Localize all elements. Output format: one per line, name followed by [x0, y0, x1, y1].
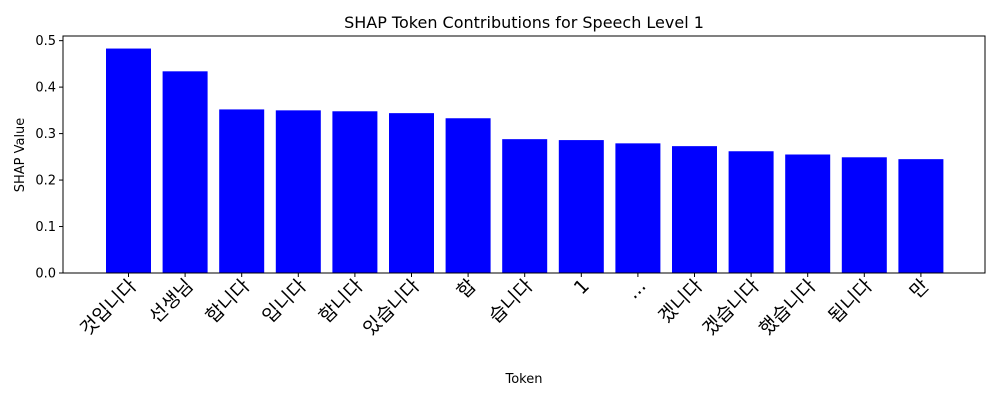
bar-10 — [672, 146, 717, 273]
x-tick-label-6: 합 — [453, 275, 481, 303]
x-tick-label-14: 만 — [906, 275, 934, 303]
bar-4 — [332, 111, 378, 273]
x-tick-label-10: 겠니다 — [654, 275, 707, 328]
bar-3 — [275, 110, 321, 273]
bar-8 — [558, 140, 604, 273]
bar-11 — [728, 151, 774, 273]
x-tick-label-3: 입니다 — [258, 275, 311, 328]
x-axis-label: Token — [505, 372, 543, 387]
y-tick-label-5: 0.5 — [35, 34, 56, 49]
x-tick-label-12: 했습니다 — [755, 275, 820, 340]
y-tick-label-4: 0.4 — [35, 81, 56, 96]
x-tick-label-13: 됩니다 — [824, 275, 877, 328]
x-tick-label-8: 1 — [570, 275, 594, 299]
bar-13 — [841, 157, 887, 273]
y-tick-label-1: 0.1 — [35, 220, 56, 235]
y-axis-label: SHAP Value — [13, 118, 28, 193]
bar-12 — [785, 154, 831, 273]
x-tick-label-7: 습니다 — [485, 275, 538, 328]
y-tick-label-0: 0.0 — [35, 267, 56, 282]
x-tick-label-9: ... — [622, 275, 650, 303]
bar-5 — [389, 113, 434, 273]
x-tick-label-5: 있습니다 — [359, 275, 424, 340]
y-tick-label-3: 0.3 — [35, 127, 56, 142]
x-tick-label-0: 것입니다 — [76, 275, 141, 340]
bar-0 — [106, 48, 151, 273]
x-tick-label-2: 합니다 — [202, 275, 255, 328]
plot-frame — [62, 35, 986, 274]
bar-6 — [445, 118, 491, 273]
y-tick-label-2: 0.2 — [35, 174, 56, 189]
x-tick-label-1: 선생님 — [145, 275, 198, 328]
x-tick-label-11: 겠습니다 — [699, 275, 764, 340]
bar-9 — [615, 143, 661, 273]
bar-2 — [219, 109, 265, 273]
bars-group — [106, 48, 944, 273]
y-axis: 0.0 0.1 0.2 0.3 0.4 0.5 — [35, 34, 63, 282]
x-tick-label-4: 함니다 — [315, 275, 368, 328]
bar-14 — [898, 159, 944, 273]
chart-title: SHAP Token Contributions for Speech Leve… — [344, 13, 704, 32]
bar-7 — [502, 139, 548, 273]
bar-1 — [162, 71, 208, 273]
